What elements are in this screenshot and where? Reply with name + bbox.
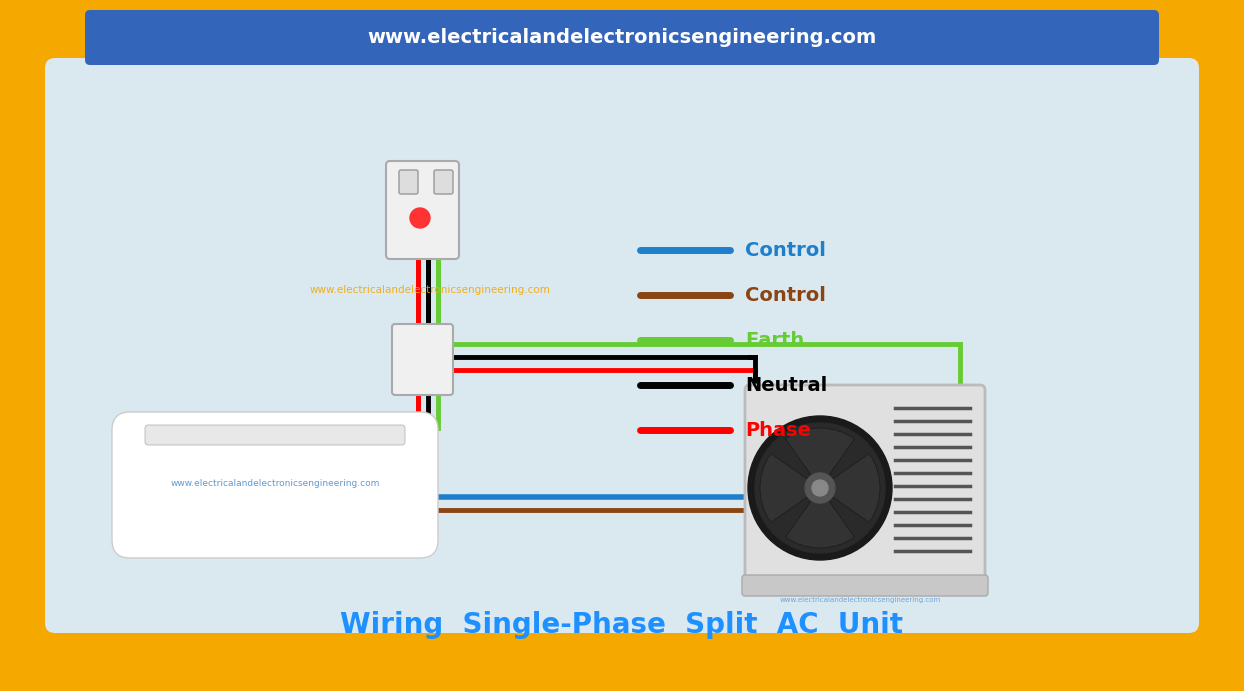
Wedge shape (760, 453, 820, 522)
Text: Control: Control (745, 240, 826, 260)
FancyBboxPatch shape (112, 412, 438, 558)
Wedge shape (785, 428, 855, 488)
Text: Neutral: Neutral (745, 375, 827, 395)
Text: www.electricalandelectronicsengineering.com: www.electricalandelectronicsengineering.… (367, 28, 877, 46)
Text: Phase: Phase (745, 421, 811, 439)
FancyBboxPatch shape (741, 575, 988, 596)
FancyBboxPatch shape (45, 58, 1199, 633)
Circle shape (805, 473, 835, 503)
Text: www.electricalandelectronicsengineering.com: www.electricalandelectronicsengineering.… (170, 478, 379, 487)
Text: www.electricalandelectronicsengineering.com: www.electricalandelectronicsengineering.… (310, 285, 550, 295)
Circle shape (812, 480, 829, 496)
Circle shape (748, 416, 892, 560)
FancyBboxPatch shape (745, 385, 985, 590)
Wedge shape (785, 488, 855, 548)
Wedge shape (820, 453, 880, 522)
Text: Earth: Earth (745, 330, 805, 350)
FancyBboxPatch shape (146, 425, 406, 445)
FancyBboxPatch shape (386, 161, 459, 259)
Text: Control: Control (745, 285, 826, 305)
FancyBboxPatch shape (85, 10, 1159, 65)
FancyBboxPatch shape (434, 170, 453, 194)
FancyBboxPatch shape (399, 170, 418, 194)
FancyBboxPatch shape (392, 324, 453, 395)
Text: www.electricalandelectronicsengineering.com: www.electricalandelectronicsengineering.… (780, 597, 940, 603)
Circle shape (411, 208, 430, 228)
Text: Wiring  Single-Phase  Split  AC  Unit: Wiring Single-Phase Split AC Unit (341, 611, 903, 639)
Circle shape (755, 423, 884, 553)
